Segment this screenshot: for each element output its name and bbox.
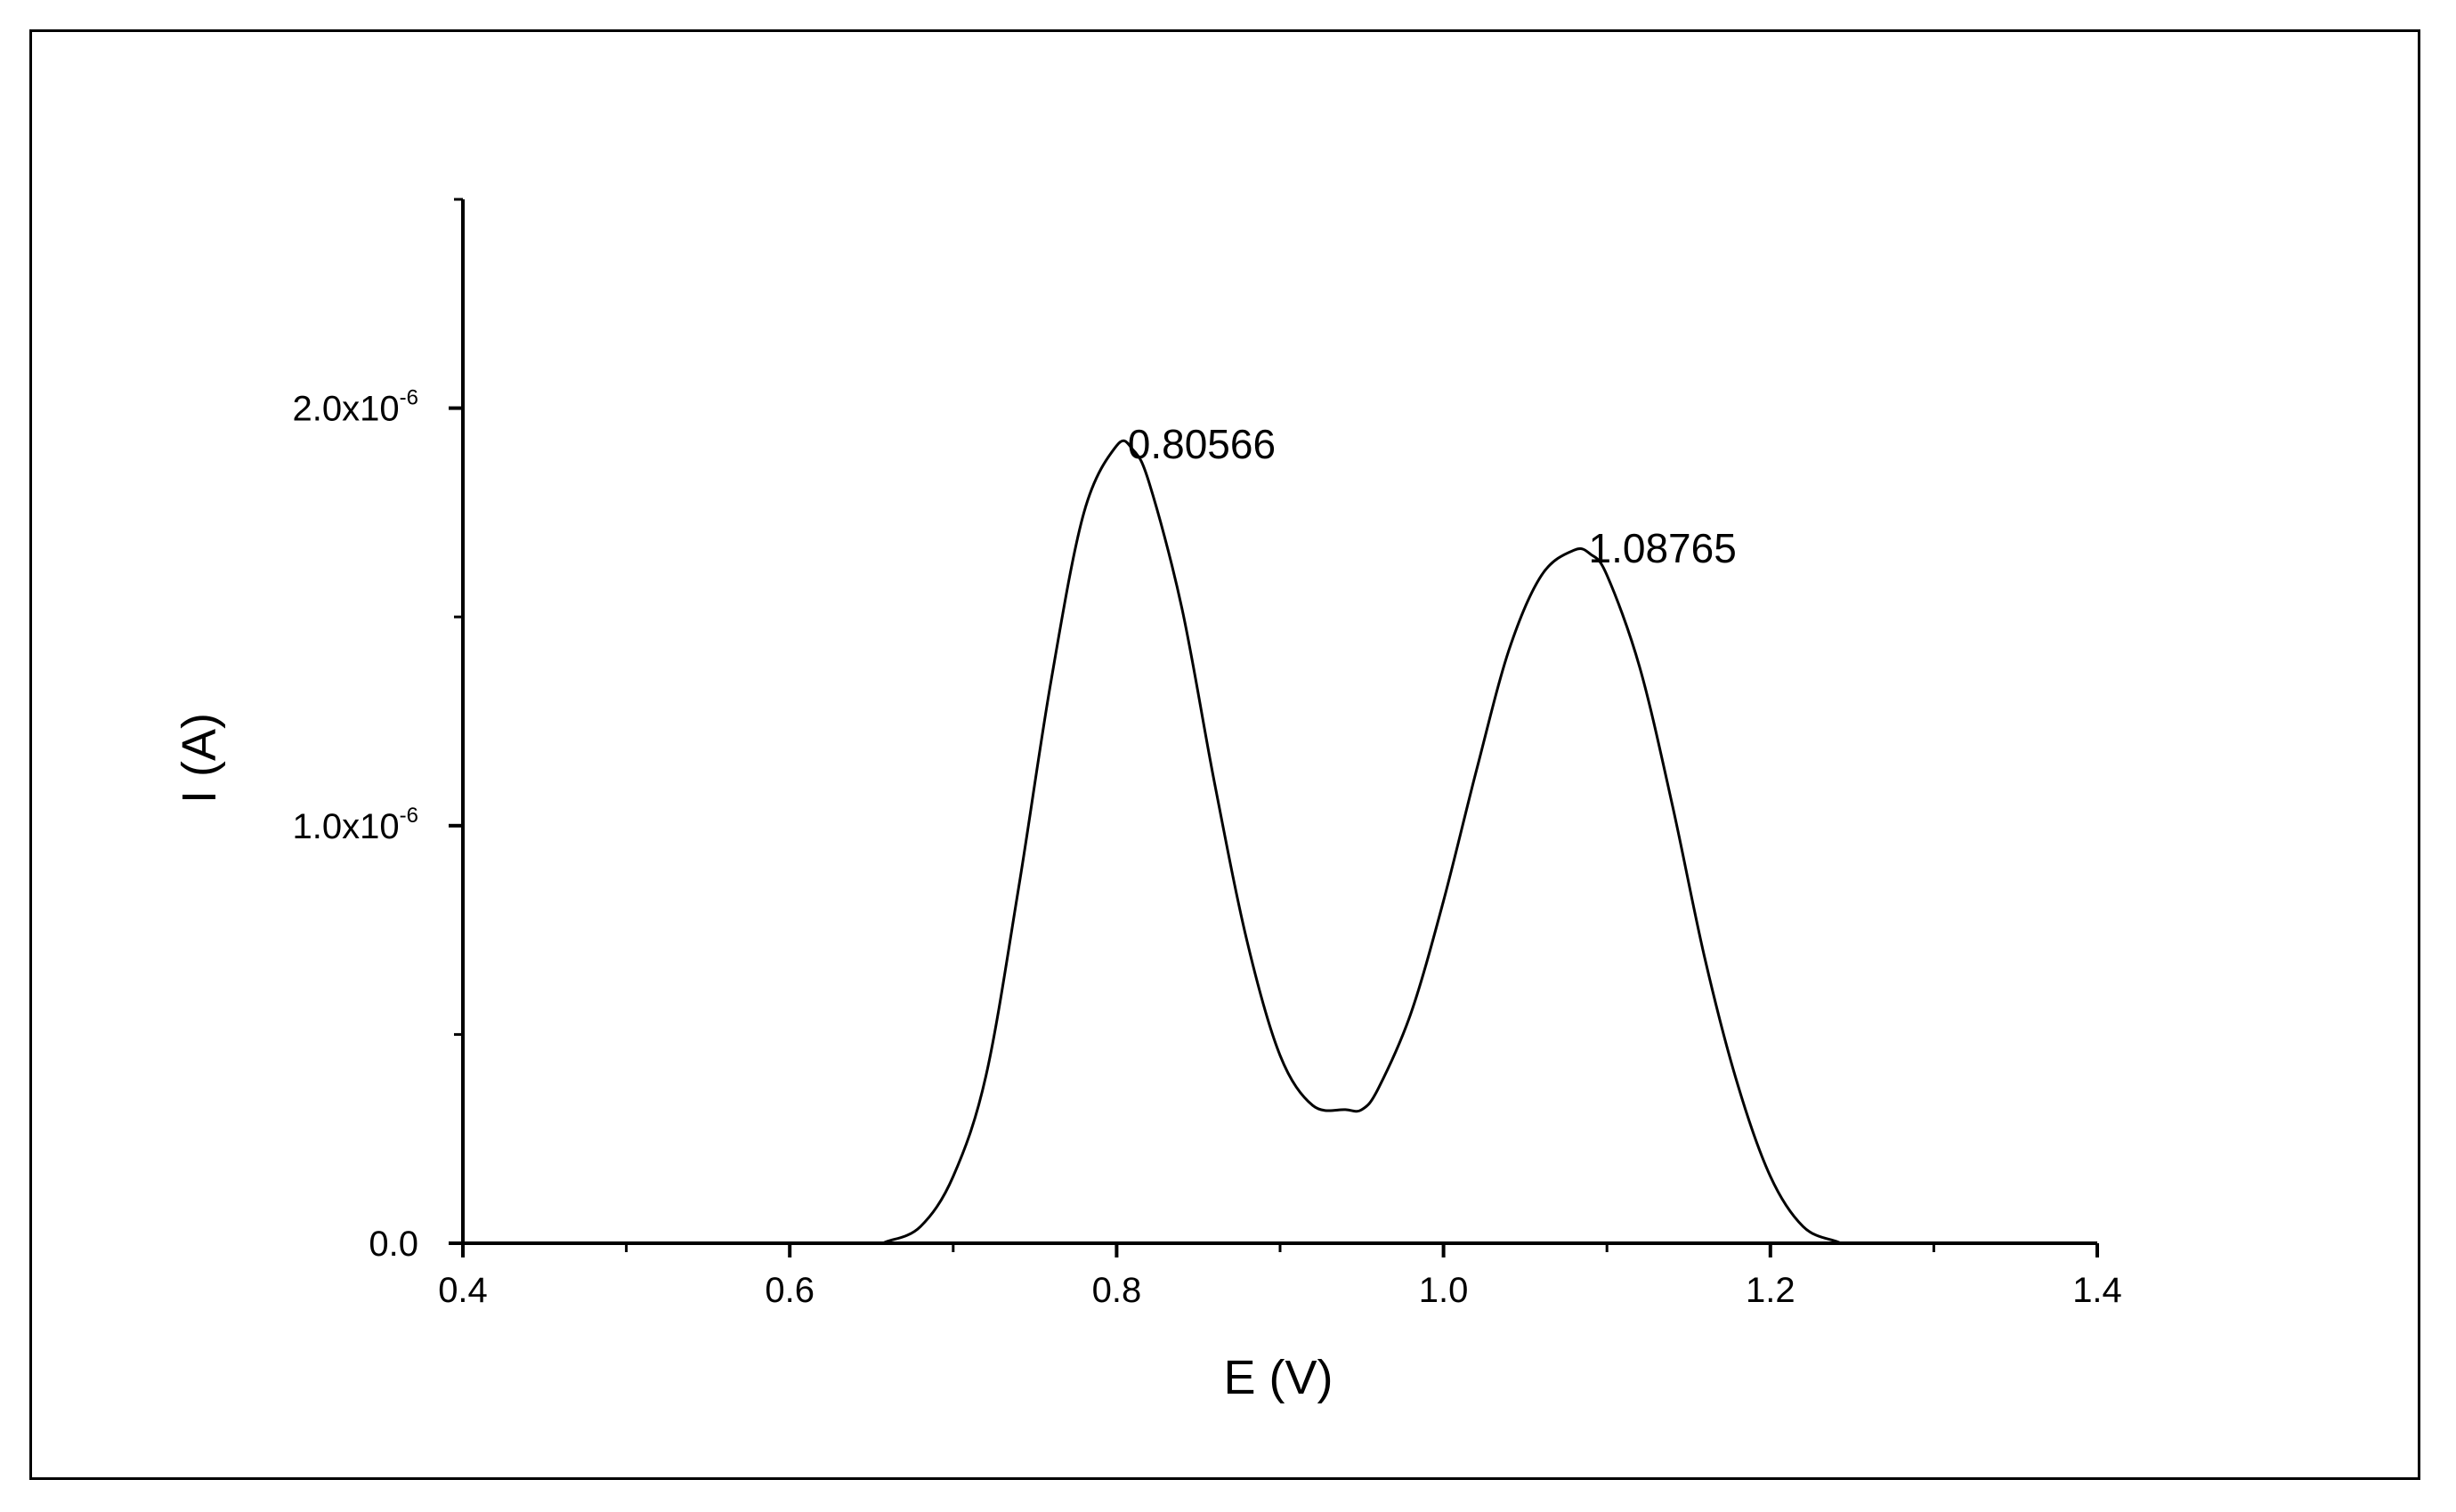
y-tick-label: 0.0	[369, 1225, 418, 1264]
voltammogram-line	[463, 439, 2097, 1245]
peak-label: 0.80566	[1128, 421, 1276, 467]
y-tick-mantissa: 1.0x10	[293, 807, 400, 846]
y-tick-label: 2.0x10-6	[293, 386, 418, 429]
y-tick-mantissa: 0.0	[369, 1225, 418, 1264]
peak-label: 1.08765	[1589, 525, 1737, 571]
annotations: 0.80566 1.08765	[1128, 421, 1737, 571]
x-axis-title: E (V)	[1223, 1351, 1333, 1404]
x-tick-label: 0.8	[1092, 1271, 1142, 1310]
y-tick-label: 1.0x10-6	[293, 804, 418, 846]
x-tick-label: 0.4	[438, 1271, 488, 1310]
x-tick-label: 1.4	[2072, 1271, 2122, 1310]
x-tick-label: 1.2	[1746, 1271, 1795, 1310]
series-layer	[463, 439, 2097, 1245]
y-tick-mantissa: 2.0x10	[293, 390, 400, 429]
x-axis-ticks: 0.4 0.6 0.8 1.0 1.2 1.4	[438, 1243, 2122, 1310]
y-tick-exponent: -6	[400, 804, 418, 828]
x-tick-label: 0.6	[765, 1271, 815, 1310]
y-axis-ticks: 0.01.0x10-62.0x10-6	[293, 198, 463, 1264]
y-tick-exponent: -6	[400, 386, 418, 410]
y-axis-title: I (A)	[173, 713, 226, 804]
axes	[461, 199, 2097, 1245]
figure-frame	[29, 29, 2420, 1480]
x-tick-label: 1.0	[1419, 1271, 1469, 1310]
